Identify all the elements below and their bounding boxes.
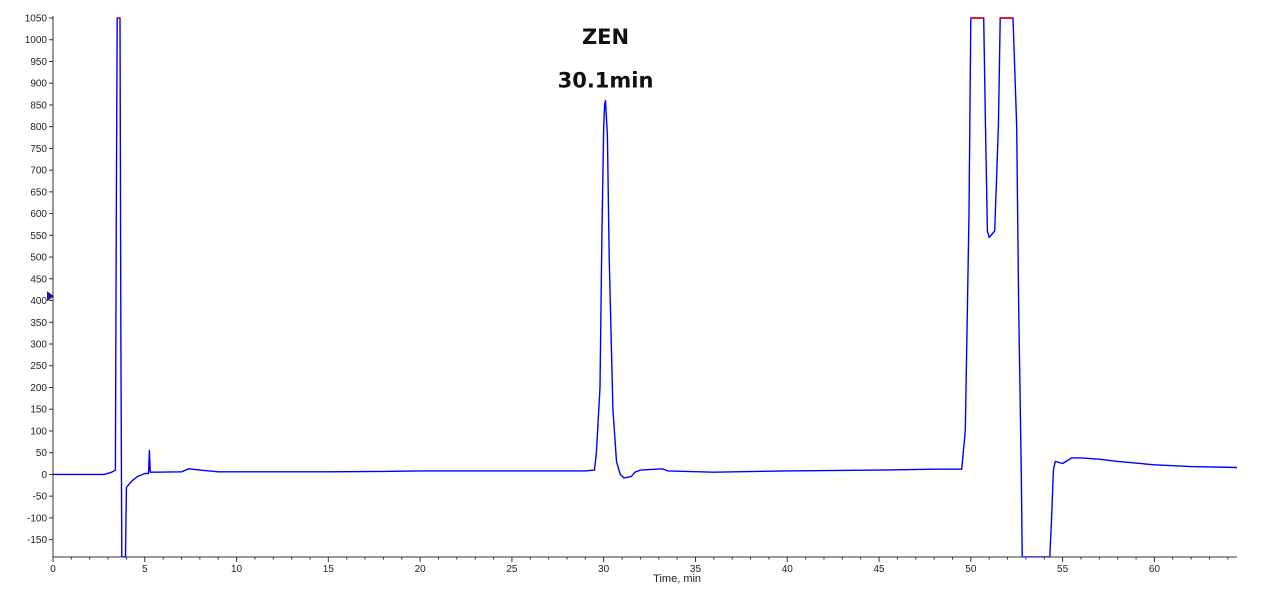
axes <box>52 16 1237 558</box>
y-tick-label: 300 <box>30 340 47 351</box>
x-tick-label: 40 <box>782 564 794 575</box>
y-tick-label: 650 <box>30 187 47 198</box>
y-tick-label: 800 <box>30 122 47 133</box>
y-tick-label: 1000 <box>25 35 48 46</box>
x-tick-label: 10 <box>231 564 243 575</box>
y-tick-label: -150 <box>27 535 47 546</box>
y-tick-label: 900 <box>30 79 47 90</box>
y-tick-label: 450 <box>30 274 47 285</box>
x-tick-label: 60 <box>1149 564 1161 575</box>
x-tick-label: 35 <box>690 564 702 575</box>
plot-area <box>47 17 1237 557</box>
y-tick-label: 1050 <box>25 14 48 25</box>
peak-label: ZEN <box>582 25 629 49</box>
x-tick-label: 0 <box>50 564 56 575</box>
y-tick-label: 700 <box>30 166 47 177</box>
x-axis-title: Time, min <box>653 573 701 585</box>
peak-label: 30.1min <box>558 69 654 93</box>
y-tick-label: 350 <box>30 318 47 329</box>
x-tick-label: 55 <box>1057 564 1069 575</box>
y-tick-label: 50 <box>36 448 48 459</box>
y-tick-label: -50 <box>33 492 48 503</box>
x-tick-label: 15 <box>323 564 335 575</box>
x-tick-label: 20 <box>415 564 427 575</box>
y-tick-label: 200 <box>30 383 47 394</box>
x-tick-label: 5 <box>142 564 148 575</box>
y-marker-arrow <box>47 291 54 302</box>
x-tick-label: 45 <box>873 564 885 575</box>
y-tick-label: 850 <box>30 100 47 111</box>
y-tick-label: 100 <box>30 426 47 437</box>
x-axis-ticks: 0 5 10 15 20 25 30 35 40 45 50 55 60 <box>50 557 1229 575</box>
x-tick-label: 50 <box>965 564 977 575</box>
y-tick-label: -100 <box>27 513 47 524</box>
y-tick-label: 0 <box>41 470 47 481</box>
annotations: ZEN 30.1min <box>558 25 654 92</box>
y-axis-ticks: -150 -100 -50 0 50 100 150 200 250 300 350 400 450 50… <box>25 14 53 546</box>
y-tick-label: 500 <box>30 253 47 264</box>
y-tick-label: 750 <box>30 144 47 155</box>
x-tick-label: 25 <box>506 564 518 575</box>
y-tick-label: 150 <box>30 405 47 416</box>
x-tick-label: 30 <box>598 564 610 575</box>
series-line-0 <box>53 17 1237 557</box>
y-tick-label: 400 <box>30 296 47 307</box>
y-tick-label: 250 <box>30 361 47 372</box>
y-tick-label: 600 <box>30 209 47 220</box>
y-tick-label: 950 <box>30 57 47 68</box>
y-tick-label: 550 <box>30 231 47 242</box>
